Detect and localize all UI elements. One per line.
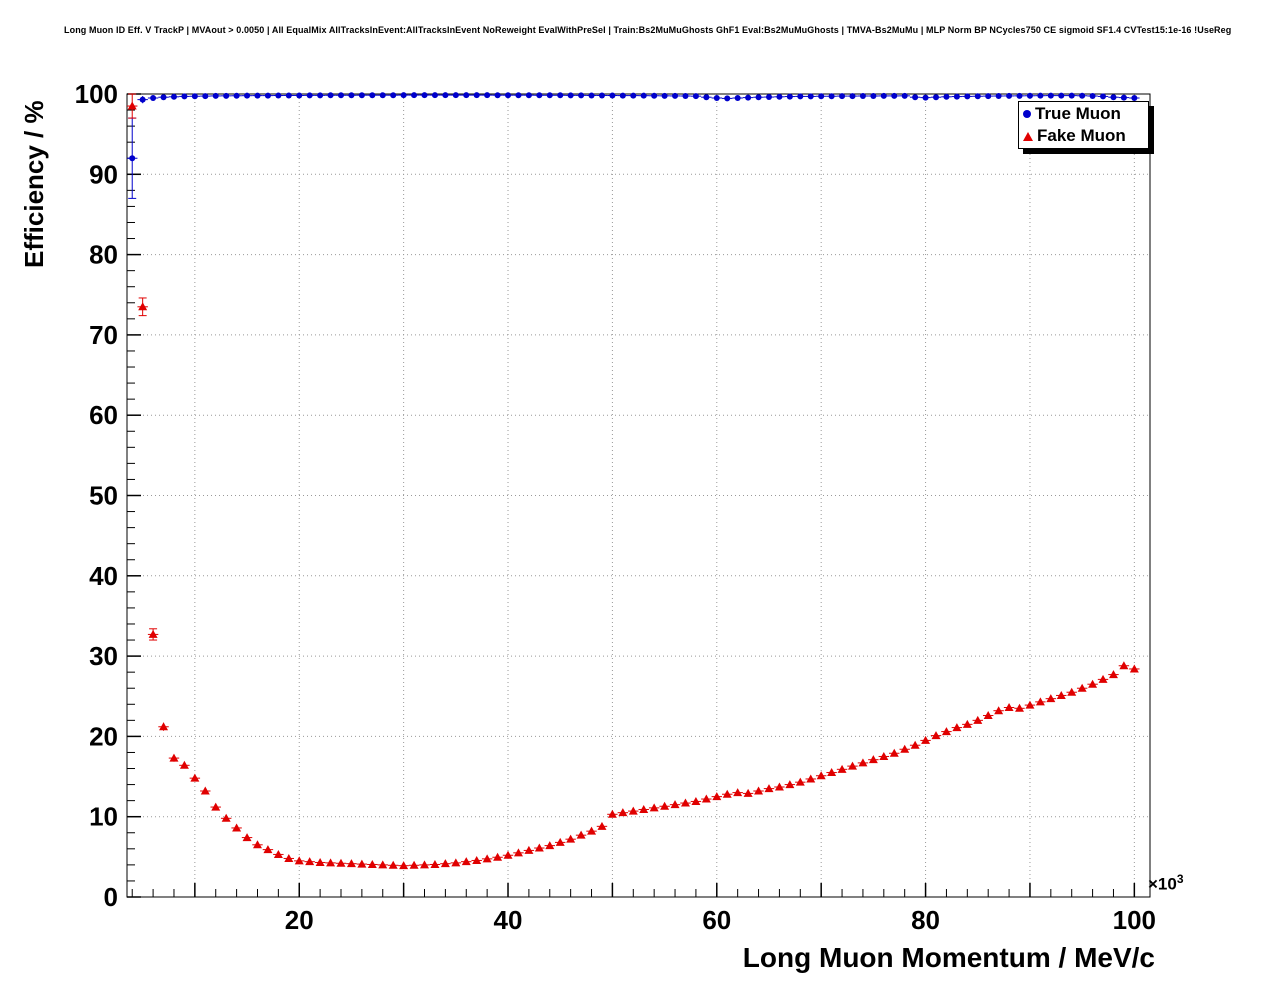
exponent-power: 3 bbox=[1176, 872, 1184, 886]
fake-muon-marker-icon bbox=[1023, 131, 1033, 141]
svg-text:20: 20 bbox=[89, 721, 118, 751]
svg-text:50: 50 bbox=[89, 481, 118, 511]
svg-text:20: 20 bbox=[285, 905, 314, 935]
svg-text:60: 60 bbox=[89, 400, 118, 430]
plot-title: Long Muon ID Eff. V TrackP | MVAout > 0.… bbox=[64, 25, 1232, 35]
true-muon-marker-icon bbox=[1023, 110, 1031, 118]
svg-text:90: 90 bbox=[89, 159, 118, 189]
svg-text:100: 100 bbox=[1113, 905, 1156, 935]
svg-text:100: 100 bbox=[75, 79, 118, 109]
legend-entry-true-muon: True Muon bbox=[1019, 103, 1148, 125]
legend-label-fake-muon: Fake Muon bbox=[1037, 126, 1126, 145]
svg-text:80: 80 bbox=[89, 240, 118, 270]
legend-entry-fake-muon: Fake Muon bbox=[1019, 125, 1148, 147]
exponent-base: ×10 bbox=[1148, 874, 1177, 894]
svg-text:80: 80 bbox=[911, 905, 940, 935]
y-axis-title: Efficiency / % bbox=[19, 100, 49, 268]
legend: True Muon Fake Muon bbox=[1018, 101, 1149, 149]
svg-text:10: 10 bbox=[89, 802, 118, 832]
svg-text:70: 70 bbox=[89, 320, 118, 350]
svg-text:40: 40 bbox=[494, 905, 523, 935]
svg-text:0: 0 bbox=[104, 882, 118, 912]
svg-text:30: 30 bbox=[89, 641, 118, 671]
legend-label-true-muon: True Muon bbox=[1035, 104, 1121, 123]
x-axis-exponent-label: ×103 bbox=[1148, 872, 1184, 895]
svg-text:40: 40 bbox=[89, 561, 118, 591]
svg-text:60: 60 bbox=[702, 905, 731, 935]
x-axis-title: Long Muon Momentum / MeV/c bbox=[742, 942, 1155, 973]
